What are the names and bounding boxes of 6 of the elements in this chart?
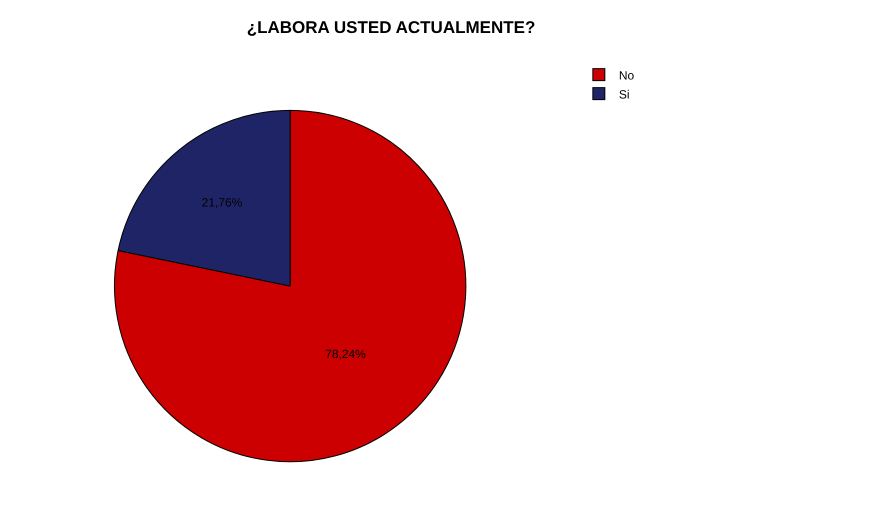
pie-slice — [114, 110, 466, 462]
chart-title: ¿LABORA USTED ACTUALMENTE? — [246, 18, 536, 38]
legend-label: Si — [618, 87, 630, 102]
legend-label: No — [618, 68, 634, 82]
data-label: 21,76% — [202, 196, 243, 210]
data-label: 78,24% — [325, 347, 366, 362]
